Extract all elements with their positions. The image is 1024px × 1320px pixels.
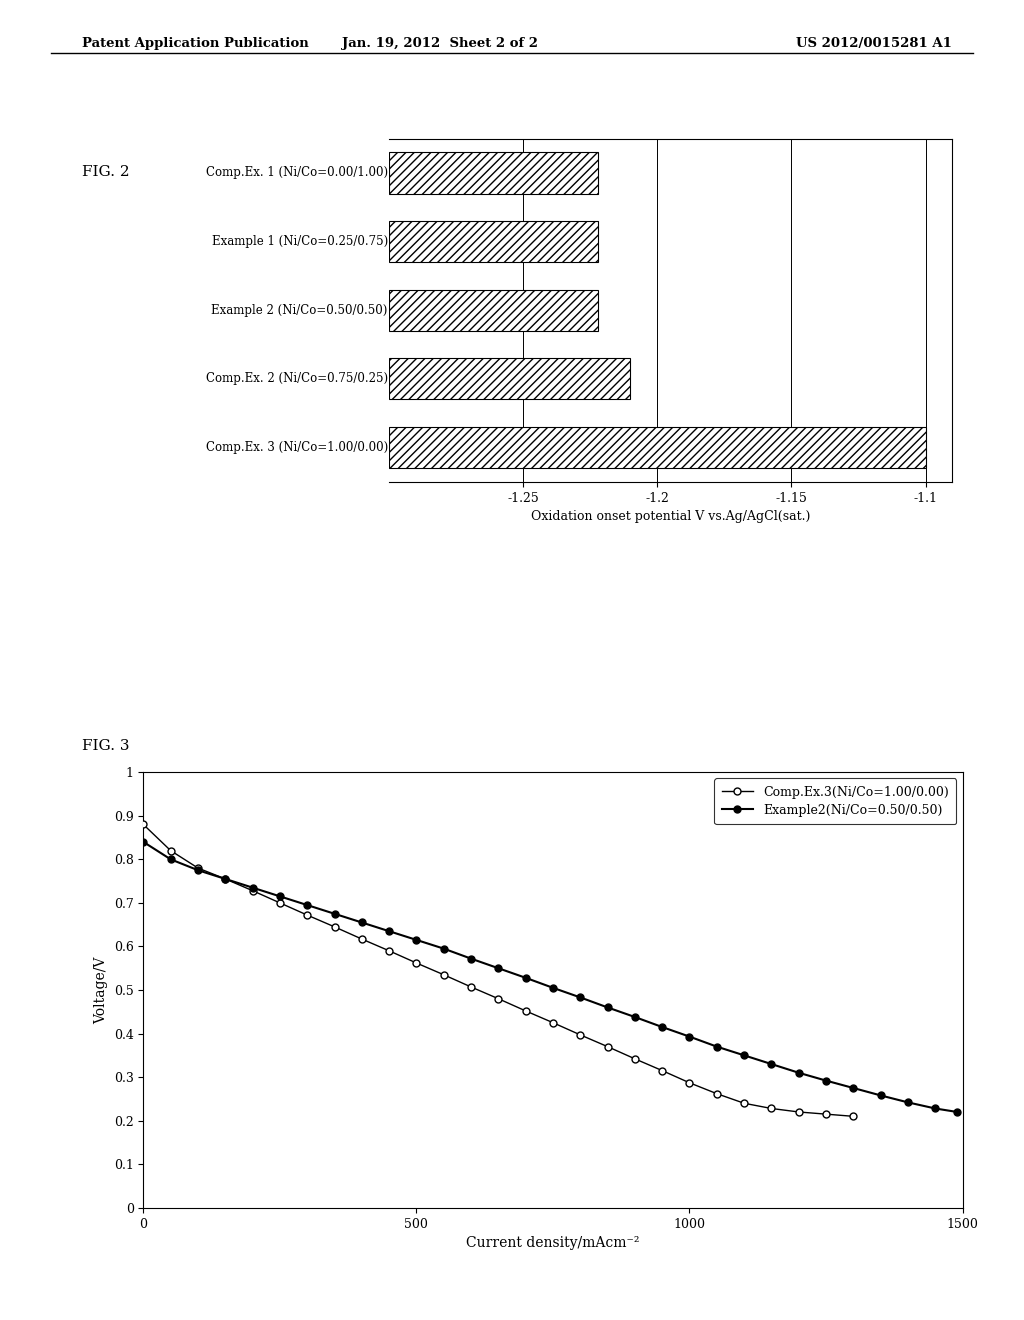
Example2(Ni/Co=0.50/0.50): [165, 851, 177, 867]
X-axis label: Current density/mAcm⁻²: Current density/mAcm⁻²: [466, 1236, 640, 1250]
Example2(Ni/Co=0.50/0.50): [574, 990, 587, 1006]
Bar: [389, 358, 631, 400]
Text: FIG. 2: FIG. 2: [82, 165, 130, 180]
Comp.Ex.3(Ni/Co=1.00/0.00): [847, 1109, 859, 1125]
Example2(Ni/Co=0.50/0.50): [601, 999, 613, 1015]
Example2(Ni/Co=0.50/0.50): [219, 871, 231, 887]
Bar: [389, 220, 598, 263]
Example2(Ni/Co=0.50/0.50): [711, 1039, 723, 1055]
Comp.Ex.3(Ni/Co=1.00/0.00): [683, 1074, 695, 1090]
Comp.Ex.3(Ni/Co=1.00/0.00): [820, 1106, 833, 1122]
Comp.Ex.3(Ni/Co=1.00/0.00): [383, 942, 395, 958]
X-axis label: Oxidation onset potential V vs.Ag/AgCl(sat.): Oxidation onset potential V vs.Ag/AgCl(s…: [531, 510, 810, 523]
Example2(Ni/Co=0.50/0.50): [355, 915, 368, 931]
Comp.Ex.3(Ni/Co=1.00/0.00): [519, 1003, 531, 1019]
Comp.Ex.3(Ni/Co=1.00/0.00): [656, 1063, 669, 1078]
Text: Comp.Ex. 1 (Ni/Co=0.00/1.00): Comp.Ex. 1 (Ni/Co=0.00/1.00): [206, 166, 388, 180]
Example2(Ni/Co=0.50/0.50): [383, 923, 395, 939]
Example2(Ni/Co=0.50/0.50): [902, 1094, 914, 1110]
Example2(Ni/Co=0.50/0.50): [465, 950, 477, 966]
Text: Jan. 19, 2012  Sheet 2 of 2: Jan. 19, 2012 Sheet 2 of 2: [342, 37, 539, 50]
Example2(Ni/Co=0.50/0.50): [738, 1048, 751, 1064]
Line: Comp.Ex.3(Ni/Co=1.00/0.00): Comp.Ex.3(Ni/Co=1.00/0.00): [140, 821, 857, 1119]
Comp.Ex.3(Ni/Co=1.00/0.00): [765, 1101, 777, 1117]
Example2(Ni/Co=0.50/0.50): [411, 932, 423, 948]
Comp.Ex.3(Ni/Co=1.00/0.00): [465, 979, 477, 995]
Comp.Ex.3(Ni/Co=1.00/0.00): [574, 1027, 587, 1043]
Comp.Ex.3(Ni/Co=1.00/0.00): [247, 883, 259, 899]
Comp.Ex.3(Ni/Co=1.00/0.00): [793, 1104, 805, 1119]
Example2(Ni/Co=0.50/0.50): [437, 941, 450, 957]
Comp.Ex.3(Ni/Co=1.00/0.00): [601, 1039, 613, 1055]
Y-axis label: Voltage/V: Voltage/V: [94, 956, 109, 1024]
Legend: Comp.Ex.3(Ni/Co=1.00/0.00), Example2(Ni/Co=0.50/0.50): Comp.Ex.3(Ni/Co=1.00/0.00), Example2(Ni/…: [715, 779, 956, 825]
Example2(Ni/Co=0.50/0.50): [629, 1008, 641, 1024]
Example2(Ni/Co=0.50/0.50): [329, 906, 341, 921]
Example2(Ni/Co=0.50/0.50): [137, 834, 150, 850]
Example2(Ni/Co=0.50/0.50): [765, 1056, 777, 1072]
Comp.Ex.3(Ni/Co=1.00/0.00): [165, 842, 177, 858]
Example2(Ni/Co=0.50/0.50): [247, 879, 259, 895]
Example2(Ni/Co=0.50/0.50): [847, 1080, 859, 1096]
Example2(Ni/Co=0.50/0.50): [683, 1028, 695, 1044]
Comp.Ex.3(Ni/Co=1.00/0.00): [191, 861, 204, 876]
Comp.Ex.3(Ni/Co=1.00/0.00): [711, 1086, 723, 1102]
Example2(Ni/Co=0.50/0.50): [951, 1104, 964, 1119]
Example2(Ni/Co=0.50/0.50): [820, 1073, 833, 1089]
Comp.Ex.3(Ni/Co=1.00/0.00): [411, 956, 423, 972]
Text: Comp.Ex. 3 (Ni/Co=1.00/0.00): Comp.Ex. 3 (Ni/Co=1.00/0.00): [206, 441, 388, 454]
Comp.Ex.3(Ni/Co=1.00/0.00): [301, 907, 313, 923]
Comp.Ex.3(Ni/Co=1.00/0.00): [738, 1096, 751, 1111]
Example2(Ni/Co=0.50/0.50): [547, 979, 559, 995]
Text: US 2012/0015281 A1: US 2012/0015281 A1: [797, 37, 952, 50]
Comp.Ex.3(Ni/Co=1.00/0.00): [547, 1015, 559, 1031]
Example2(Ni/Co=0.50/0.50): [493, 960, 505, 975]
Comp.Ex.3(Ni/Co=1.00/0.00): [493, 991, 505, 1007]
Example2(Ni/Co=0.50/0.50): [929, 1101, 941, 1117]
Text: FIG. 3: FIG. 3: [82, 739, 129, 754]
Line: Example2(Ni/Co=0.50/0.50): Example2(Ni/Co=0.50/0.50): [140, 838, 961, 1115]
Example2(Ni/Co=0.50/0.50): [874, 1088, 887, 1104]
Comp.Ex.3(Ni/Co=1.00/0.00): [355, 931, 368, 946]
Example2(Ni/Co=0.50/0.50): [519, 970, 531, 986]
Example2(Ni/Co=0.50/0.50): [191, 862, 204, 878]
Text: Patent Application Publication: Patent Application Publication: [82, 37, 308, 50]
Example2(Ni/Co=0.50/0.50): [301, 898, 313, 913]
Example2(Ni/Co=0.50/0.50): [793, 1065, 805, 1081]
Comp.Ex.3(Ni/Co=1.00/0.00): [437, 966, 450, 982]
Comp.Ex.3(Ni/Co=1.00/0.00): [329, 919, 341, 935]
Comp.Ex.3(Ni/Co=1.00/0.00): [219, 871, 231, 887]
Comp.Ex.3(Ni/Co=1.00/0.00): [629, 1051, 641, 1067]
Bar: [389, 289, 598, 331]
Bar: [389, 152, 598, 194]
Bar: [389, 426, 926, 469]
Example2(Ni/Co=0.50/0.50): [273, 888, 286, 904]
Text: Example 2 (Ni/Co=0.50/0.50): Example 2 (Ni/Co=0.50/0.50): [211, 304, 388, 317]
Text: Comp.Ex. 2 (Ni/Co=0.75/0.25): Comp.Ex. 2 (Ni/Co=0.75/0.25): [206, 372, 388, 385]
Comp.Ex.3(Ni/Co=1.00/0.00): [137, 817, 150, 833]
Text: Example 1 (Ni/Co=0.25/0.75): Example 1 (Ni/Co=0.25/0.75): [212, 235, 388, 248]
Comp.Ex.3(Ni/Co=1.00/0.00): [273, 895, 286, 911]
Example2(Ni/Co=0.50/0.50): [656, 1019, 669, 1035]
